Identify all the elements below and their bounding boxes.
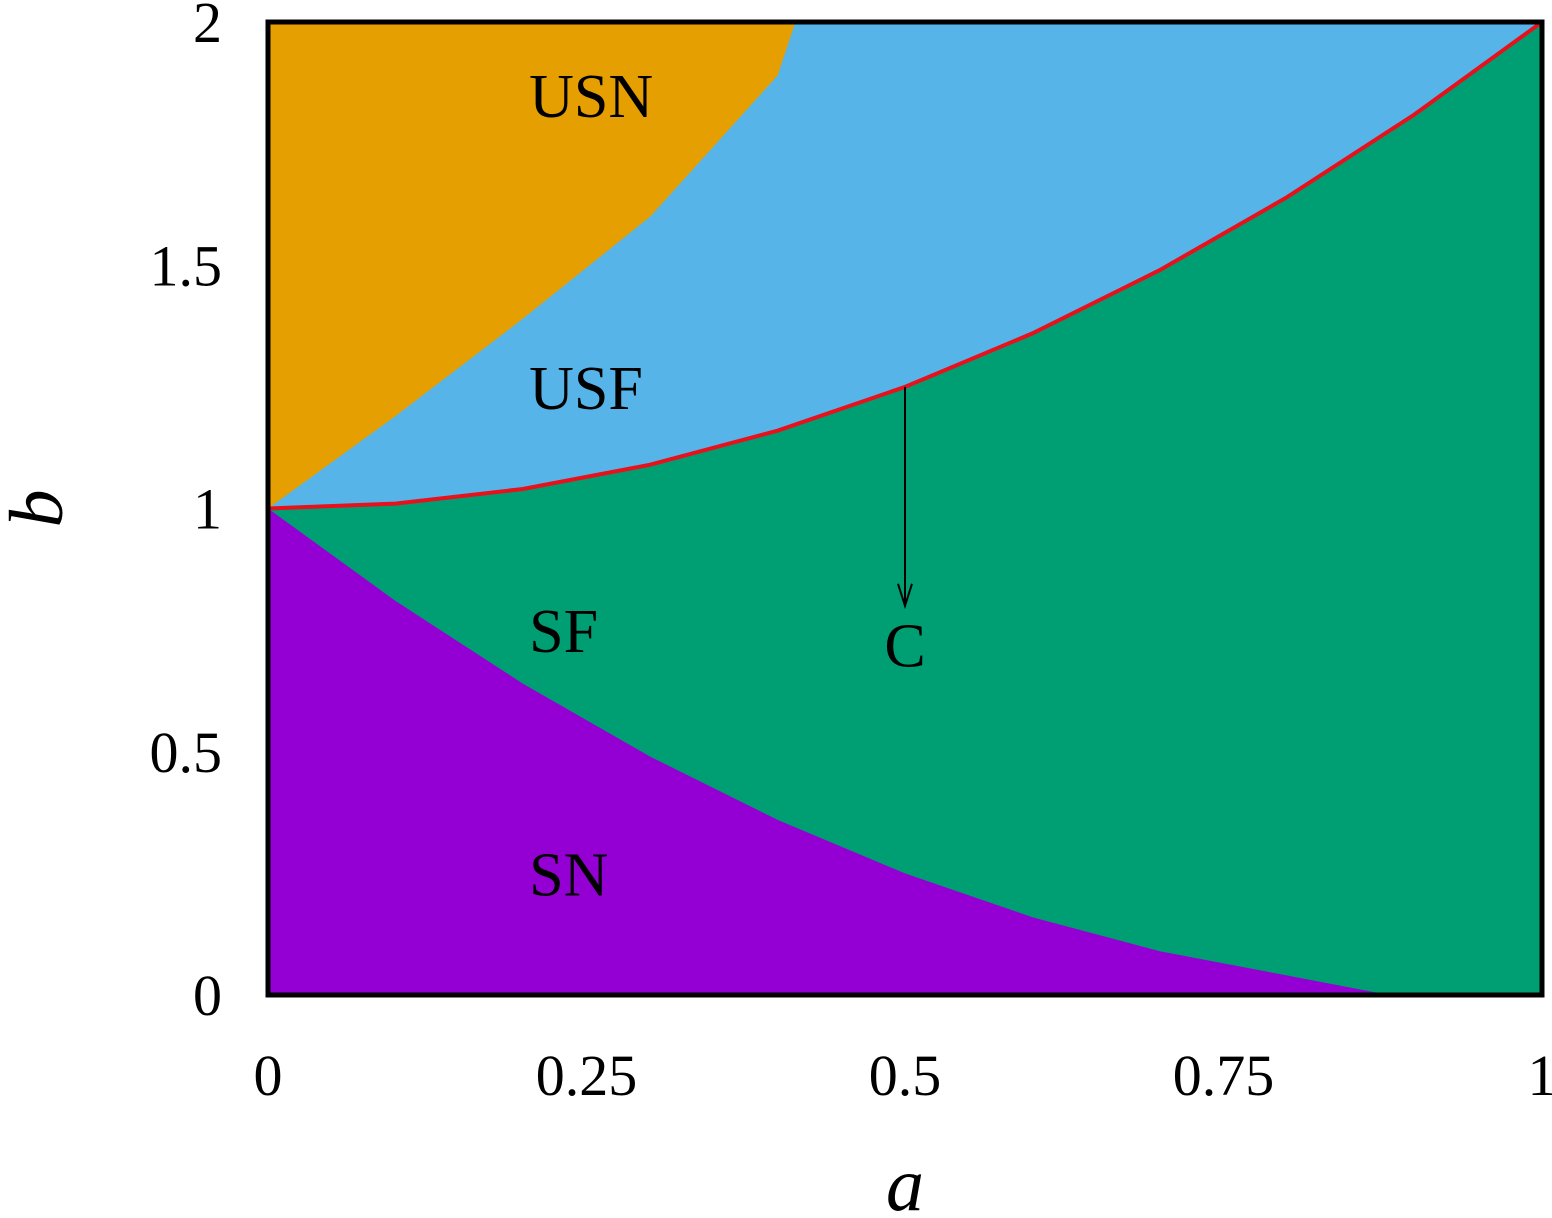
y-tick-label: 2	[193, 0, 222, 55]
y-tick-label: 1	[193, 477, 222, 542]
x-tick-label: 0	[254, 1043, 283, 1108]
x-axis-label: a	[886, 1143, 924, 1218]
region-labels: USN USF SF SN	[529, 63, 653, 909]
region-label-usn: USN	[529, 63, 653, 131]
x-tick-label: 0.75	[1173, 1043, 1275, 1108]
y-tick-label: 1.5	[150, 233, 223, 298]
x-tick-label: 0.5	[869, 1043, 942, 1108]
regions-layer	[268, 22, 1542, 995]
y-tick-label: 0	[193, 963, 222, 1028]
x-tick-label: 0.25	[536, 1043, 638, 1108]
region-sn	[268, 508, 1390, 995]
y-tick-labels: 0 0.5 1 1.5 2	[150, 0, 223, 1028]
region-usn	[268, 22, 796, 509]
plot-frame	[265, 19, 1545, 998]
region-label-sn: SN	[529, 841, 608, 909]
region-label-usf: USF	[529, 355, 643, 423]
x-tick-label: 1	[1528, 1043, 1552, 1108]
y-tick-label: 0.5	[150, 720, 223, 785]
annotations: C	[884, 386, 926, 681]
y-axis-label: b	[0, 490, 79, 528]
x-tick-labels: 0 0.25 0.5 0.75 1	[254, 1043, 1552, 1108]
region-label-sf: SF	[529, 598, 598, 666]
annotation-label: C	[884, 613, 925, 681]
annotation-arrowhead	[897, 583, 913, 610]
